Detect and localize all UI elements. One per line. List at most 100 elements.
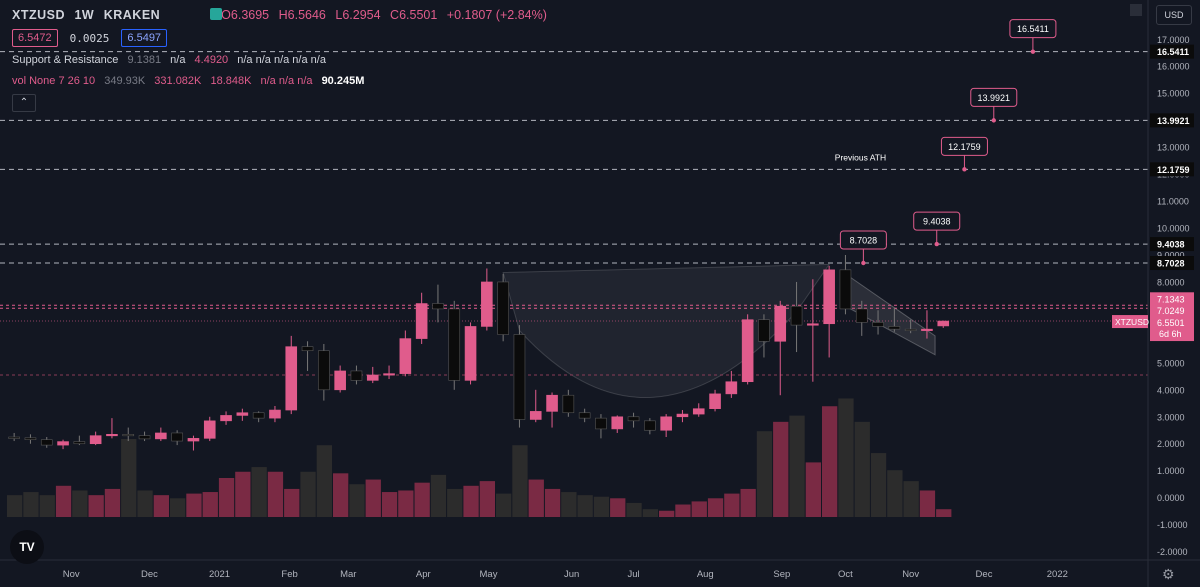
candle-body [334, 370, 346, 391]
candle-body [562, 394, 575, 414]
callout-box [913, 211, 961, 231]
candle-body [692, 408, 705, 415]
candle-body [481, 281, 493, 327]
callout-box [1009, 19, 1057, 39]
candle-body [399, 338, 412, 374]
volume-bar [740, 488, 756, 517]
price-badge-label: 7.1343 [1157, 294, 1185, 304]
candle-body [8, 436, 20, 439]
volume-bar [659, 510, 675, 517]
candle-body [252, 412, 265, 419]
y-tick-label: 5.0000 [1157, 358, 1185, 368]
bid-button[interactable]: 6.5472 [12, 29, 58, 47]
y-tick-label: 8.0000 [1157, 277, 1185, 287]
candle-body [774, 305, 787, 342]
volume-bar [675, 504, 691, 517]
volume-bar [544, 488, 561, 517]
exchange[interactable]: KRAKEN [103, 8, 161, 22]
callout-label: 12.1759 [948, 142, 981, 152]
callouts: 16.5411 13.9921 12.1759 9.4038 8.7028 Previou… [835, 19, 1057, 266]
volume-bar [55, 485, 72, 517]
vol-indicator-legend[interactable]: vol None 7 26 10 349.93K 331.082K 18.848… [12, 75, 370, 87]
candle-body [285, 346, 298, 411]
y-tick-label: 9.0000 [1157, 250, 1185, 260]
candle-body [839, 269, 852, 310]
volume-bar [919, 490, 936, 517]
volume-bar [414, 482, 430, 517]
sr-name: Support & Resistance [12, 54, 119, 66]
candle-body [106, 434, 118, 437]
level-axis-label: 12.1759 [1157, 165, 1190, 175]
candle-body [676, 413, 689, 418]
level-axis-badge [1150, 237, 1194, 252]
tradingview-logo[interactable]: TV [10, 530, 44, 564]
chevron-up-icon[interactable]: ⌃ [12, 94, 36, 112]
volume-bar [822, 406, 838, 517]
volume-bar [104, 488, 121, 517]
more-icon[interactable] [210, 8, 222, 20]
volume-bar [251, 467, 267, 517]
ohlc-low: L6.2954 [335, 8, 381, 22]
volume-bar [349, 484, 365, 517]
candle-body [611, 416, 624, 430]
callout-dot [934, 241, 939, 247]
maximize-icon[interactable] [1130, 4, 1142, 16]
candle-body [350, 370, 363, 381]
volume-bar [316, 445, 332, 517]
candle-body [464, 326, 477, 381]
volume-bar [610, 498, 626, 517]
candle-body [73, 441, 86, 445]
currency-select[interactable]: USD [1156, 5, 1192, 25]
pattern-drawings [502, 263, 936, 398]
x-tick-label: Dec [141, 569, 158, 580]
callout-label: 9.4038 [923, 217, 951, 227]
ohlc-open: O6.3695 [221, 8, 270, 22]
price-axis: 17.000016.000015.000014.000013.000012.00… [1112, 0, 1194, 587]
sr-value-3: 4.4920 [194, 54, 229, 66]
volume-bar [903, 481, 919, 517]
volume-bar [365, 479, 381, 517]
volume-bar [626, 502, 642, 517]
annotation-text: Previous ATH [835, 153, 886, 163]
price-badge-label: 7.0249 [1157, 306, 1185, 316]
volume-bar [756, 431, 773, 517]
gear-icon[interactable]: ⚙ [1162, 566, 1175, 582]
candle-body [220, 415, 232, 422]
candle-body [741, 319, 754, 383]
y-tick-label: -2.0000 [1157, 547, 1188, 557]
y-tick-label: 13.0000 [1157, 143, 1190, 153]
volume-bar [186, 493, 202, 517]
volume-bar [854, 421, 870, 517]
volume-bar [170, 498, 186, 517]
ask-button[interactable]: 6.5497 [121, 29, 168, 47]
vol-value-4: 90.245M [321, 75, 365, 87]
candle-body [546, 394, 558, 412]
volume-bar [267, 471, 284, 517]
x-tick-label: Jul [627, 569, 639, 580]
candle-body [236, 412, 249, 416]
eye-icon[interactable] [190, 16, 204, 28]
x-tick-label: Dec [976, 569, 993, 580]
candle-body [432, 303, 444, 310]
candle-body [187, 438, 200, 442]
candle-body [122, 434, 135, 437]
last-price-label: 6.5501 [1157, 318, 1185, 328]
volume-bar [561, 492, 577, 517]
volume-bar [887, 470, 903, 517]
y-tick-label: 0.0000 [1157, 493, 1185, 503]
sr-indicator-legend[interactable]: Support & Resistance 9.1381 n/a 4.4920 n… [12, 54, 332, 66]
interval[interactable]: 1W [74, 8, 95, 22]
x-tick-label: Feb [281, 569, 297, 580]
candle-body [318, 350, 330, 391]
candle-body [57, 441, 69, 446]
y-tick-label: 10.0000 [1157, 224, 1190, 234]
y-tick-label: 1.0000 [1157, 466, 1185, 476]
symbol-name[interactable]: XTZUSD [12, 8, 65, 22]
x-tick-label: Apr [416, 569, 431, 580]
y-tick-label: -1.0000 [1157, 520, 1188, 530]
volume-bar [789, 415, 805, 517]
candle-body [155, 432, 167, 440]
callout-dot [962, 167, 967, 172]
candle-body [269, 409, 281, 419]
